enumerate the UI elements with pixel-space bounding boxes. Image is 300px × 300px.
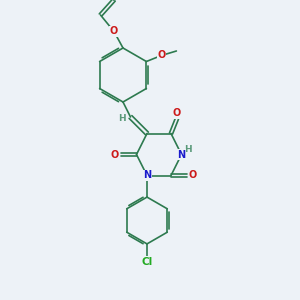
Text: O: O <box>173 108 181 118</box>
Text: H: H <box>118 114 126 123</box>
Text: O: O <box>157 50 166 61</box>
Text: O: O <box>110 26 118 37</box>
Text: O: O <box>188 170 197 181</box>
Text: O: O <box>111 149 119 160</box>
Text: Cl: Cl <box>141 257 153 267</box>
Text: N: N <box>177 149 186 160</box>
Text: H: H <box>184 146 192 154</box>
Text: N: N <box>143 170 151 181</box>
